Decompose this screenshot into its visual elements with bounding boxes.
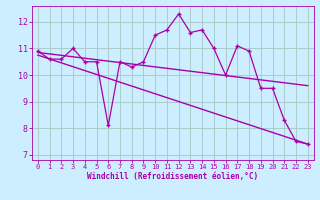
X-axis label: Windchill (Refroidissement éolien,°C): Windchill (Refroidissement éolien,°C): [87, 172, 258, 181]
